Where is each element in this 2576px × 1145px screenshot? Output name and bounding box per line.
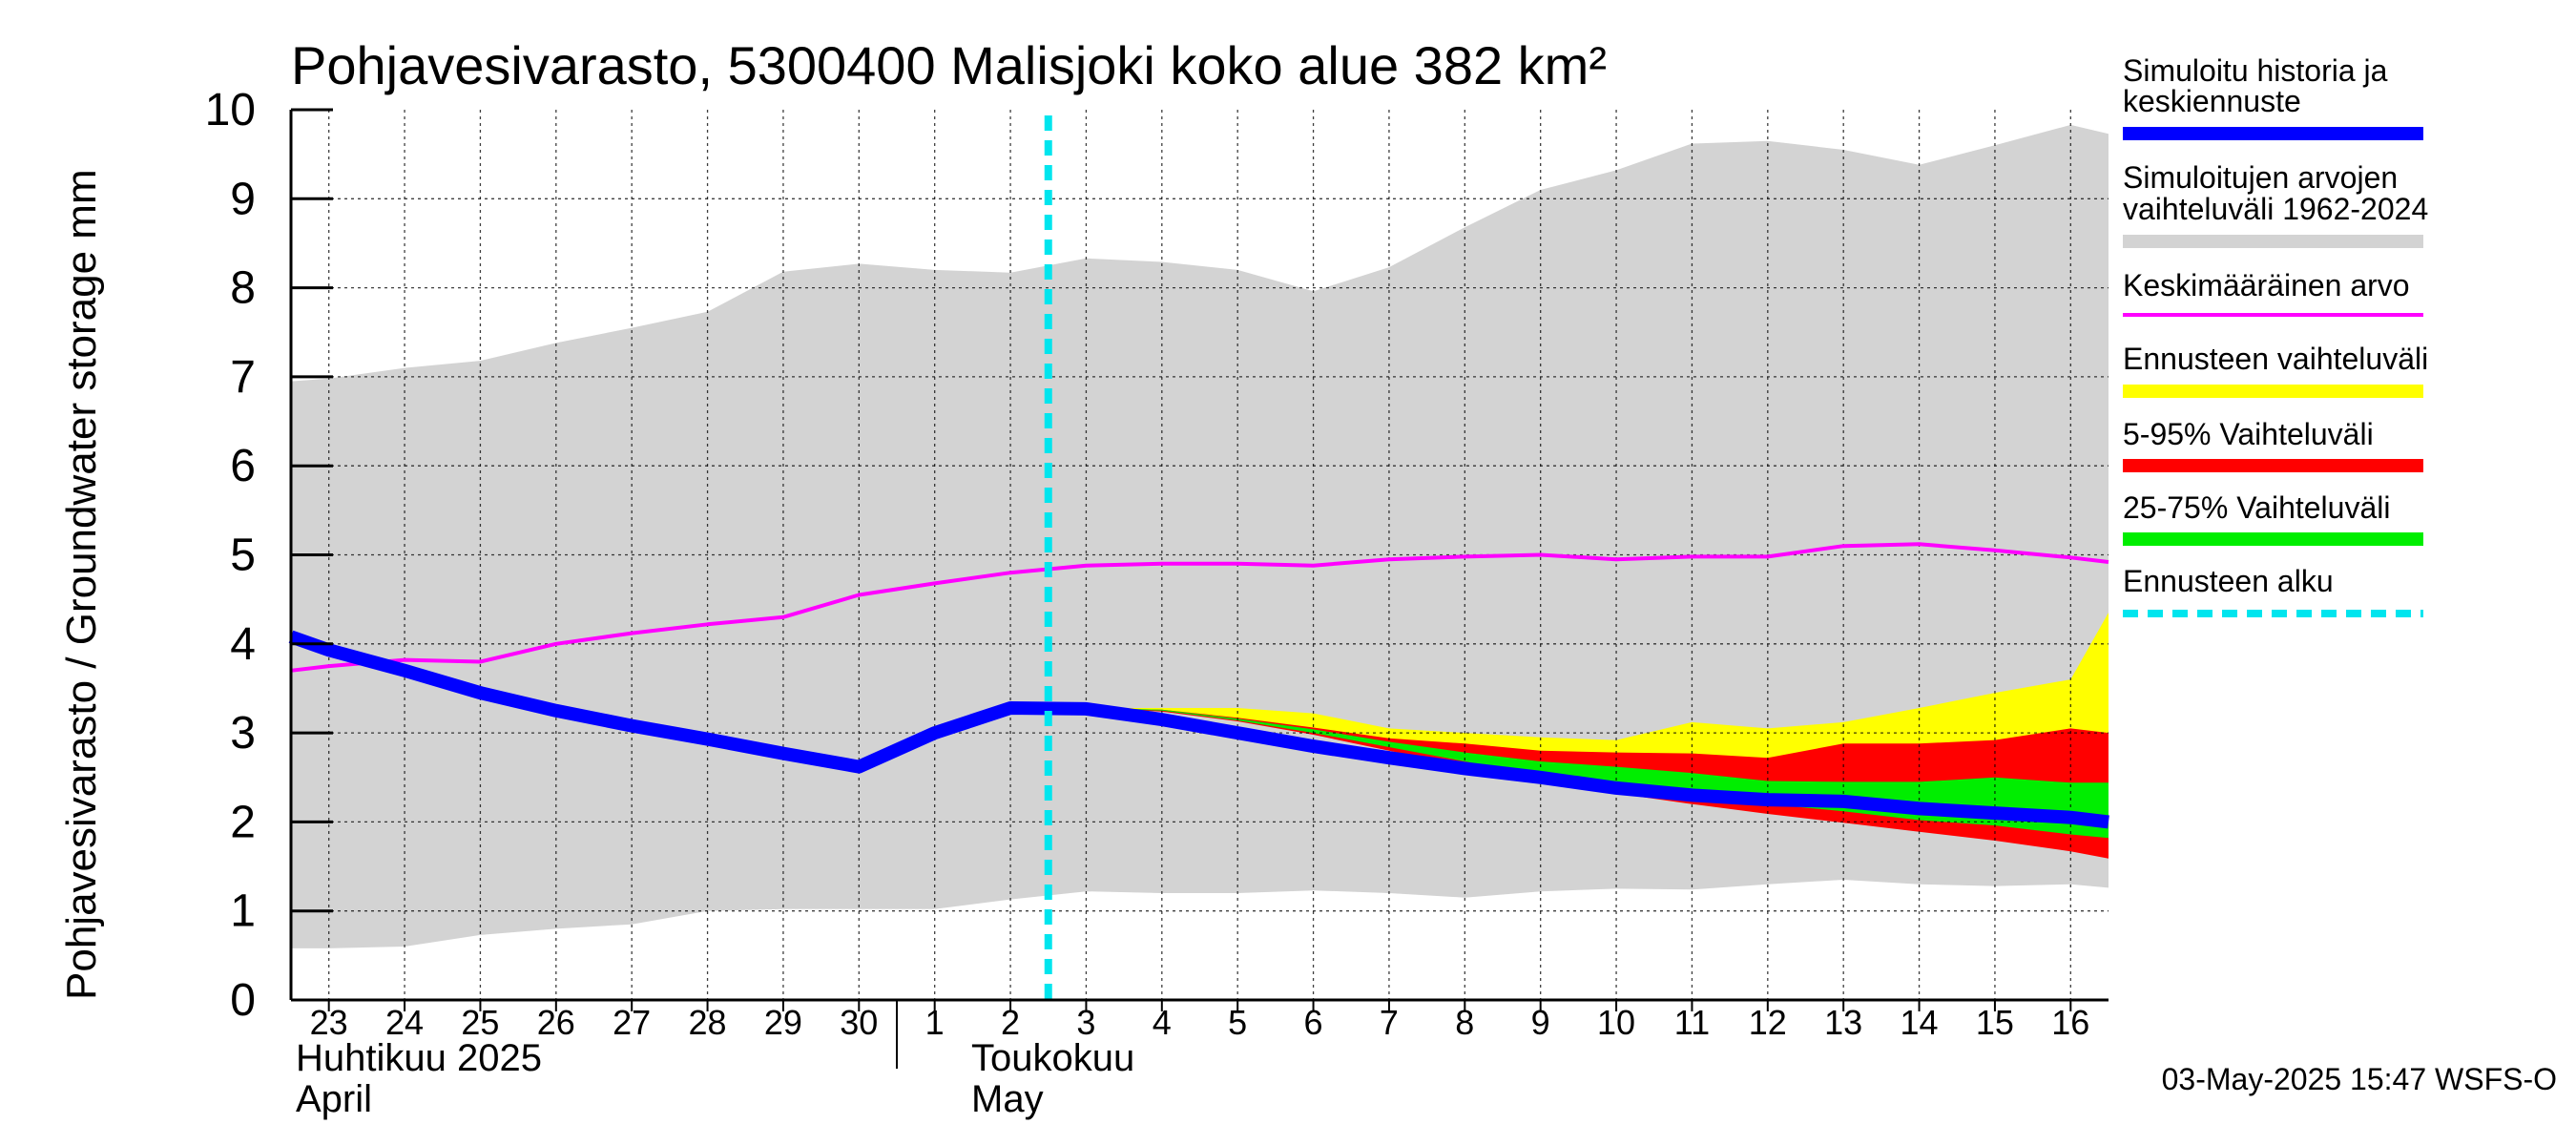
x-tick-label: 8 (1455, 1003, 1474, 1042)
legend-label: 5-95% Vaihteluväli (2123, 417, 2374, 451)
legend-label: Simuloitujen arvojen (2123, 160, 2398, 195)
legend-label-line2: vaihteluväli 1962-2024 (2123, 192, 2428, 226)
y-tick-label: 1 (230, 886, 256, 937)
y-tick-label: 2 (230, 797, 256, 847)
lines-layer (288, 115, 2109, 1000)
grid-layer (291, 110, 2109, 1000)
y-tick-label: 10 (205, 85, 256, 135)
legend-label: Ennusteen alku (2123, 564, 2334, 598)
legend-item: Ennusteen alku (2123, 564, 2423, 617)
month-label-april-en: April (296, 1078, 372, 1120)
y-tick-label: 6 (230, 441, 256, 491)
x-tick-label: 9 (1531, 1003, 1550, 1042)
x-tick-label: 1 (925, 1003, 945, 1042)
month-label-may-en: May (971, 1078, 1044, 1120)
legend-label: Keskimääräinen arvo (2123, 268, 2410, 302)
x-tick-label: 4 (1153, 1003, 1172, 1042)
line-simuloitu-historia-ja-keskiennuste (288, 630, 2109, 829)
bands-layer (291, 124, 2109, 948)
y-tick-label: 3 (230, 708, 256, 759)
legend-item: Ennusteen vaihteluväli (2123, 342, 2428, 398)
band-simuloitujen-arvojen-vaihteluv-li-1962-2024 (291, 124, 2109, 948)
y-tick-label: 9 (230, 174, 256, 224)
y-tick-label: 7 (230, 352, 256, 403)
line-keskim-r-inen-arvo (290, 542, 2109, 673)
chart-title: Pohjavesivarasto, 5300400 Malisjoki koko… (291, 35, 1607, 95)
legend-label: 25-75% Vaihteluväli (2123, 490, 2390, 525)
x-tick-label: 2 (1001, 1003, 1020, 1042)
x-tick-label: 5 (1228, 1003, 1247, 1042)
y-tick-label: 8 (230, 263, 256, 314)
x-tick-label: 6 (1304, 1003, 1323, 1042)
legend-label: Ennusteen vaihteluväli (2123, 342, 2428, 376)
month-label-may-fi: Toukokuu (971, 1037, 1134, 1079)
y-tick-label: 4 (230, 619, 256, 670)
legend-label-line2: keskiennuste (2123, 84, 2301, 118)
timestamp-footer: 03-May-2025 15:47 WSFS-O (2162, 1062, 2557, 1096)
legend-item: Keskimääräinen arvo (2123, 268, 2423, 317)
legend-item: 25-75% Vaihteluväli (2123, 490, 2423, 546)
y-tick-label: 5 (230, 531, 256, 581)
x-tick-label: 7 (1380, 1003, 1399, 1042)
legend: Simuloitu historia jakeskiennusteSimuloi… (2123, 53, 2428, 617)
y-tick-label: 0 (230, 975, 256, 1026)
x-tick-label: 3 (1076, 1003, 1095, 1042)
legend-item: 5-95% Vaihteluväli (2123, 417, 2423, 472)
legend-label: Simuloitu historia ja (2123, 53, 2388, 88)
y-axis-label: Pohjavesivarasto / Groundwater storage m… (58, 169, 105, 1000)
month-label-april-fi: Huhtikuu 2025 (296, 1037, 542, 1079)
